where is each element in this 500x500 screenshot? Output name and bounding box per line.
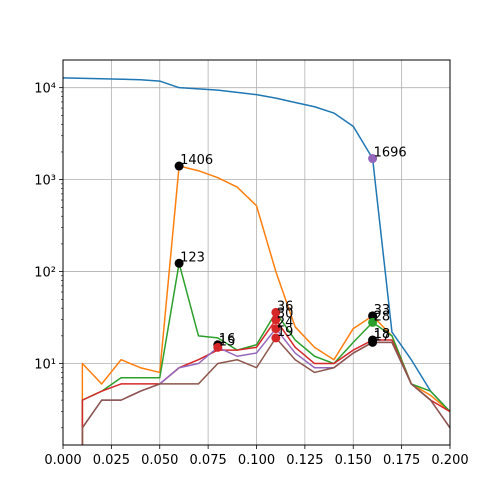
annotation-marker bbox=[271, 307, 281, 317]
annotation-marker bbox=[271, 324, 281, 334]
annotation-marker bbox=[368, 317, 378, 327]
x-tick-label: 0.125 bbox=[286, 453, 323, 468]
x-tick-label: 0.025 bbox=[93, 453, 130, 468]
annotation-label: 18 bbox=[374, 327, 391, 342]
annotation-marker bbox=[213, 342, 223, 352]
grid bbox=[62, 60, 451, 445]
annotation-label: 24 bbox=[277, 316, 294, 331]
annotation-label: 19 bbox=[277, 325, 294, 340]
series-line-2 bbox=[81, 165, 451, 445]
series-line-1 bbox=[62, 77, 451, 413]
annotation-label: 36 bbox=[277, 299, 294, 314]
series-line-3 bbox=[81, 262, 451, 445]
annotation-label: 28 bbox=[374, 309, 391, 324]
annotation-label: 123 bbox=[180, 250, 205, 265]
annotation-label: 17 bbox=[374, 329, 391, 344]
x-tick-label: 0.050 bbox=[141, 453, 178, 468]
x-tick-label: 0.150 bbox=[335, 453, 372, 468]
annotation-marker bbox=[271, 315, 281, 325]
y-tick-label: 10² bbox=[34, 266, 56, 281]
x-tick-label: 0.000 bbox=[44, 453, 81, 468]
annotation-marker bbox=[271, 333, 281, 343]
annotation-label: 1406 bbox=[180, 153, 213, 168]
series-lines bbox=[62, 77, 451, 445]
annotation-marker bbox=[368, 154, 378, 164]
annotation-marker bbox=[174, 161, 184, 171]
annotation-marker bbox=[368, 311, 378, 321]
x-tick-label: 0.200 bbox=[431, 453, 468, 468]
x-tick-label: 0.175 bbox=[383, 453, 420, 468]
annotation-label: 30 bbox=[277, 307, 294, 322]
annotation-label: 1696 bbox=[374, 146, 407, 161]
y-tick-label: 10⁴ bbox=[34, 82, 56, 97]
series-line-6 bbox=[81, 337, 451, 445]
x-tick-label: 0.075 bbox=[190, 453, 227, 468]
series-line-4 bbox=[81, 318, 451, 445]
x-tick-label: 0.100 bbox=[238, 453, 275, 468]
annotation-label: 16 bbox=[219, 332, 236, 347]
y-tick-label: 10¹ bbox=[34, 358, 56, 373]
x-axis: 0.000 0.025 0.050 0.075 0.100 0.125 0.150 0.175… bbox=[44, 445, 469, 468]
y-axis: 10¹ 10² 10³ 10⁴ bbox=[34, 82, 63, 429]
annotation-label: 33 bbox=[374, 303, 391, 318]
y-tick-label: 10³ bbox=[34, 174, 56, 189]
annotation-label: 15 bbox=[219, 334, 236, 349]
annotation-marker bbox=[368, 337, 378, 347]
annotation-marker bbox=[174, 258, 184, 268]
